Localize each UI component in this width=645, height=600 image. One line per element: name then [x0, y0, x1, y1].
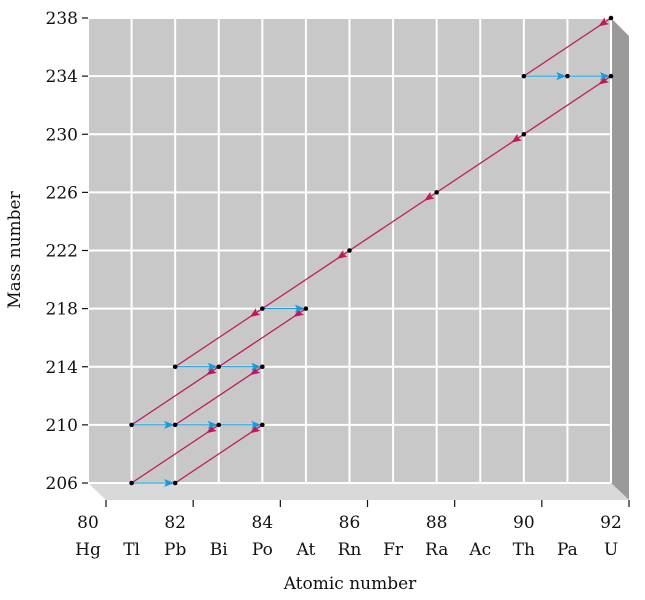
nuclide-point	[521, 73, 527, 79]
nuclide-points	[129, 15, 614, 486]
nuclide-point	[260, 306, 265, 311]
beta-decay-arrows	[131, 72, 611, 487]
nuclide-point	[260, 364, 265, 370]
x-tick-label: 86	[339, 513, 361, 533]
alpha-decay-arrows	[131, 17, 612, 484]
element-symbol-rn: Rn	[338, 540, 362, 560]
nuclide-point	[608, 15, 614, 21]
y-tick-label: 210	[46, 416, 78, 436]
alpha-decay-arrowhead	[511, 133, 522, 143]
element-symbol-fr: Fr	[383, 540, 404, 560]
nuclide-point	[129, 422, 134, 428]
x-tick-label: 84	[252, 513, 274, 533]
x-tick-label: 82	[164, 513, 186, 533]
alpha-decay-line	[436, 133, 525, 193]
alpha-decay-line	[131, 424, 220, 484]
nuclide-point	[608, 73, 614, 79]
nuclide-point	[216, 422, 222, 428]
y-tick-label: 234	[46, 67, 78, 87]
element-symbol-po: Po	[252, 540, 273, 560]
nuclide-point	[172, 422, 178, 428]
x-tick-label: 90	[513, 513, 535, 533]
alpha-decay-line	[174, 308, 263, 368]
element-symbol-pb: Pb	[164, 540, 186, 560]
nuclide-point	[434, 190, 439, 195]
alpha-decay-arrowhead	[337, 249, 348, 259]
alpha-decay-arrowhead	[249, 424, 261, 434]
alpha-decay-arrowhead	[293, 308, 304, 317]
element-symbol-labels: Hg Tl Pb Bi Po At Rn Fr Ra Ac Th Pa U	[75, 540, 618, 560]
element-symbol-tl: Tl	[123, 540, 140, 560]
alpha-decay-arrowhead	[249, 366, 261, 376]
y-tick-label: 238	[46, 9, 78, 29]
y-tick-label: 230	[46, 125, 78, 145]
nuclide-point	[129, 480, 134, 486]
alpha-decay-arrowhead	[206, 366, 217, 376]
nuclide-point	[565, 73, 570, 79]
alpha-decay-arrowhead	[598, 75, 610, 85]
alpha-decay-line	[261, 249, 350, 310]
element-symbol-th: Th	[513, 540, 535, 560]
element-symbol-pa: Pa	[557, 540, 578, 560]
nuclide-point	[521, 131, 527, 137]
element-symbol-ac: Ac	[468, 540, 491, 560]
y-tick-label: 214	[46, 358, 78, 378]
x-tick-label: 88	[426, 513, 448, 533]
nuclide-point	[347, 248, 352, 253]
panel-side-face	[611, 18, 629, 500]
alpha-decay-line	[131, 366, 220, 426]
alpha-decay-line	[218, 308, 307, 368]
x-axis-ticks: 80 82 84 86 88 90 92	[77, 500, 630, 533]
alpha-decay-arrowhead	[249, 308, 261, 317]
x-tick-label: 80	[77, 513, 99, 533]
y-tick-label: 226	[46, 183, 78, 203]
y-axis-ticks: 206 210 214 218 222 226 230 234 238	[46, 9, 88, 494]
element-symbol-u: U	[604, 540, 618, 560]
element-symbol-bi: Bi	[210, 540, 228, 560]
alpha-decay-arrowhead	[424, 191, 435, 201]
nuclide-point	[260, 422, 265, 428]
alpha-decay-line	[174, 424, 263, 484]
alpha-decay-line	[523, 17, 612, 77]
x-tick-label: 92	[600, 513, 622, 533]
y-tick-label: 222	[46, 242, 78, 262]
element-symbol-hg: Hg	[75, 540, 101, 560]
element-symbol-at: At	[296, 540, 316, 560]
x-axis-label: Atomic number	[283, 574, 417, 594]
alpha-decay-line	[174, 366, 263, 426]
alpha-decay-line	[523, 75, 612, 135]
y-axis-label: Mass number	[5, 190, 25, 308]
panel-bottom-face	[88, 483, 629, 500]
nuclide-point	[172, 480, 178, 486]
alpha-decay-arrowhead	[206, 424, 217, 434]
y-tick-label: 206	[46, 474, 78, 494]
nuclide-point	[216, 364, 222, 370]
alpha-decay-line	[349, 191, 438, 252]
nuclide-point	[172, 364, 178, 370]
element-symbol-ra: Ra	[425, 540, 448, 560]
alpha-decay-arrowhead	[598, 17, 610, 27]
nuclide-point	[303, 306, 309, 311]
y-tick-label: 218	[46, 300, 78, 320]
